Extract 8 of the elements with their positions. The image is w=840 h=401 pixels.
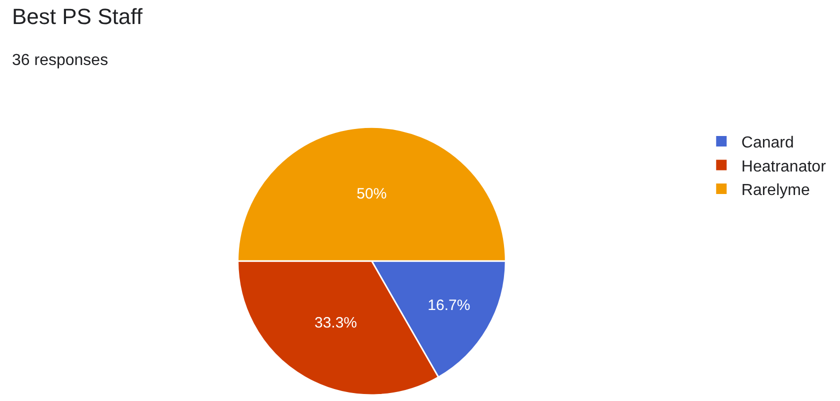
legend-label: Heatranator bbox=[741, 158, 827, 176]
legend-label: Canard bbox=[741, 134, 794, 152]
data-label: 16.7% bbox=[428, 297, 470, 314]
legend-label: Rarelyme bbox=[741, 182, 810, 200]
chart-title: Best PS Staff bbox=[12, 4, 144, 29]
text: 36 responses bbox=[12, 52, 108, 69]
data-label: 33.3% bbox=[314, 314, 358, 332]
data-label: 50% bbox=[356, 186, 387, 203]
